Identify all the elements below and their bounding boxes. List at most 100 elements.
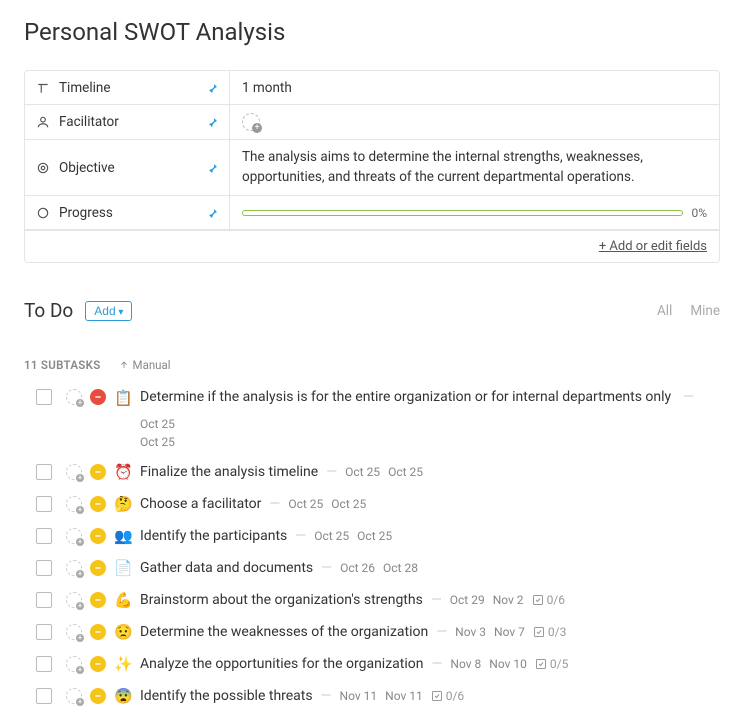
task-row[interactable]: ⏰Finalize the analysis timeline—Oct 25Oc… — [24, 456, 720, 488]
field-label-timeline[interactable]: Timeline — [25, 71, 230, 104]
task-row[interactable]: 📄Gather data and documents—Oct 26Oct 28 — [24, 552, 720, 584]
add-button[interactable]: Add — [85, 301, 132, 321]
task-emoji-icon: 📄 — [114, 559, 132, 577]
task-checkbox[interactable] — [36, 592, 52, 608]
section-header: To Do Add All Mine — [24, 299, 720, 322]
task-checkbox[interactable] — [36, 624, 52, 640]
task-row[interactable]: 📋Determine if the analysis is for the en… — [24, 382, 720, 456]
checklist-count[interactable]: 0/6 — [431, 689, 464, 703]
subtask-controls: 11 SUBTASKS Manual — [24, 358, 720, 372]
task-date-start[interactable]: Nov 3 — [455, 625, 486, 639]
task-checkbox[interactable] — [36, 389, 52, 405]
priority-medium-icon[interactable] — [90, 464, 106, 480]
checklist-count[interactable]: 0/3 — [533, 625, 566, 639]
task-checkbox[interactable] — [36, 560, 52, 576]
task-date-end[interactable]: Oct 25 — [140, 435, 720, 449]
task-row[interactable]: 😨Identify the possible threats—Nov 11Nov… — [24, 680, 720, 712]
checklist-count[interactable]: 0/5 — [535, 657, 568, 671]
task-date-end[interactable]: Nov 11 — [385, 689, 423, 703]
priority-medium-icon[interactable] — [90, 624, 106, 640]
progress-bar — [242, 210, 683, 216]
task-row[interactable]: 🤔Choose a facilitator—Oct 25Oct 25 — [24, 488, 720, 520]
field-row-objective: Objective The analysis aims to determine… — [25, 140, 719, 196]
task-date-start[interactable]: Nov 11 — [340, 689, 378, 703]
task-title: Identify the possible threats — [140, 688, 313, 704]
field-value-objective[interactable]: The analysis aims to determine the inter… — [230, 140, 719, 195]
task-row[interactable]: ✨Analyze the opportunities for the organ… — [24, 648, 720, 680]
field-label-text: Timeline — [59, 80, 111, 96]
task-title: Determine the weaknesses of the organiza… — [140, 624, 428, 640]
task-date-start[interactable]: Oct 25 — [314, 529, 349, 543]
section-title: To Do — [24, 299, 73, 322]
assignee-empty-icon[interactable] — [66, 560, 82, 576]
assignee-empty-icon[interactable] — [66, 624, 82, 640]
task-title: Finalize the analysis timeline — [140, 464, 318, 480]
task-list: 📋Determine if the analysis is for the en… — [24, 382, 720, 712]
field-label-objective[interactable]: Objective — [25, 140, 230, 195]
pin-icon[interactable] — [207, 207, 219, 219]
priority-medium-icon[interactable] — [90, 528, 106, 544]
task-date-end[interactable]: Nov 7 — [494, 625, 525, 639]
separator: — — [431, 656, 442, 672]
field-label-facilitator[interactable]: Facilitator — [25, 105, 230, 139]
assignee-empty-icon[interactable] — [66, 496, 82, 512]
task-emoji-icon: 💪 — [114, 591, 132, 609]
assignee-empty-icon[interactable] — [66, 656, 82, 672]
task-date-start[interactable]: Oct 25 — [345, 465, 380, 479]
priority-medium-icon[interactable] — [90, 496, 106, 512]
progress-icon — [35, 205, 51, 221]
task-date-end[interactable]: Oct 25 — [331, 497, 366, 511]
field-value-facilitator[interactable] — [230, 105, 719, 139]
priority-medium-icon[interactable] — [90, 592, 106, 608]
assignee-empty-icon[interactable] — [66, 464, 82, 480]
field-label-progress[interactable]: Progress — [25, 196, 230, 229]
sort-control[interactable]: Manual — [119, 358, 171, 372]
task-title: Analyze the opportunities for the organi… — [140, 656, 423, 672]
filter-mine[interactable]: Mine — [690, 303, 720, 319]
task-checkbox[interactable] — [36, 496, 52, 512]
task-date-start[interactable]: Oct 29 — [450, 593, 485, 607]
task-date-end[interactable]: Nov 10 — [489, 657, 527, 671]
field-label-text: Progress — [59, 205, 113, 221]
task-checkbox[interactable] — [36, 656, 52, 672]
assignee-empty-icon[interactable] — [66, 389, 82, 405]
task-date-start[interactable]: Nov 8 — [450, 657, 481, 671]
progress-percent: 0% — [691, 206, 707, 220]
task-checkbox[interactable] — [36, 464, 52, 480]
pin-icon[interactable] — [207, 116, 219, 128]
assignee-empty-icon[interactable] — [66, 688, 82, 704]
assignee-empty-icon[interactable] — [66, 592, 82, 608]
separator: — — [436, 624, 447, 640]
field-value-progress[interactable]: 0% — [230, 196, 719, 229]
assignee-empty-icon[interactable] — [242, 113, 260, 131]
priority-high-icon[interactable] — [90, 389, 106, 405]
field-value-timeline[interactable]: 1 month — [230, 71, 719, 104]
task-date-start[interactable]: Oct 26 — [340, 561, 375, 575]
task-date-end[interactable]: Oct 25 — [388, 465, 423, 479]
page-title: Personal SWOT Analysis — [24, 18, 720, 46]
field-label-text: Objective — [59, 160, 115, 176]
add-edit-fields-link[interactable]: + Add or edit fields — [25, 230, 719, 262]
filter-all[interactable]: All — [657, 303, 672, 319]
task-date-end[interactable]: Oct 25 — [357, 529, 392, 543]
pin-icon[interactable] — [207, 162, 219, 174]
pin-icon[interactable] — [207, 82, 219, 94]
assignee-empty-icon[interactable] — [66, 528, 82, 544]
task-checkbox[interactable] — [36, 528, 52, 544]
priority-medium-icon[interactable] — [90, 656, 106, 672]
person-icon — [35, 114, 51, 130]
task-checkbox[interactable] — [36, 688, 52, 704]
task-row[interactable]: 😟Determine the weaknesses of the organiz… — [24, 616, 720, 648]
priority-medium-icon[interactable] — [90, 560, 106, 576]
task-date-end[interactable]: Oct 28 — [383, 561, 418, 575]
task-row[interactable]: 👥Identify the participants—Oct 25Oct 25 — [24, 520, 720, 552]
checklist-count[interactable]: 0/6 — [532, 593, 565, 607]
task-row[interactable]: 💪Brainstorm about the organization's str… — [24, 584, 720, 616]
text-icon — [35, 80, 51, 96]
task-date-start[interactable]: Oct 25 — [288, 497, 323, 511]
priority-medium-icon[interactable] — [90, 688, 106, 704]
task-date-end[interactable]: Nov 2 — [493, 593, 524, 607]
task-date-start[interactable]: Oct 25 — [140, 417, 175, 431]
task-emoji-icon: ⏰ — [114, 463, 132, 481]
task-title: Identify the participants — [140, 528, 287, 544]
